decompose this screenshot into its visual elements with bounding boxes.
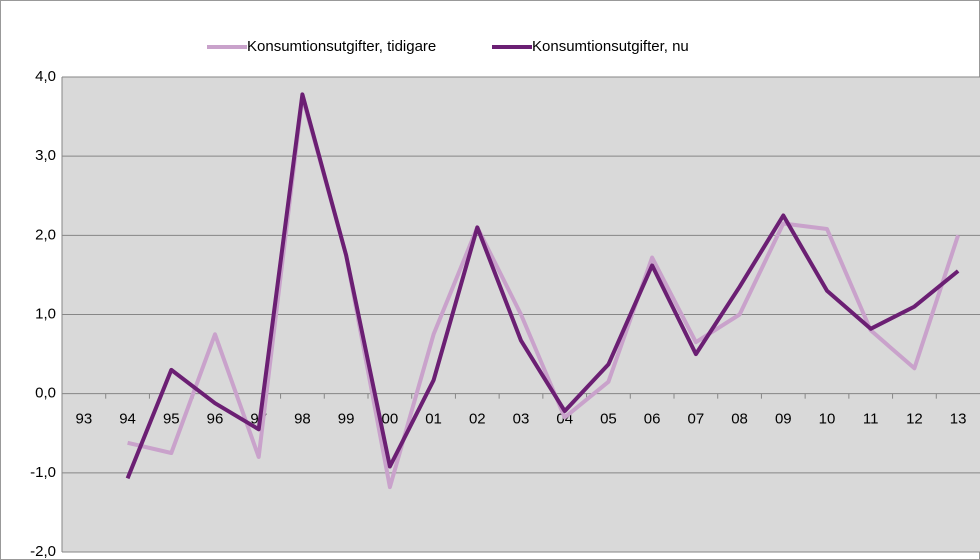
series-line (127, 94, 961, 490)
y-tick-label: 1,0 (35, 305, 56, 322)
x-tick-label: 95 (163, 411, 180, 428)
x-tick-label: 94 (119, 411, 136, 428)
x-tick-label: 01 (425, 411, 442, 428)
x-tick-label: 10 (819, 411, 836, 428)
x-tick-label: 05 (600, 411, 617, 428)
y-tick-label: 2,0 (35, 226, 56, 243)
legend-label: Konsumtionsutgifter, nu (532, 38, 689, 55)
y-tick-label: 3,0 (35, 147, 56, 164)
x-tick-label: 00 (382, 411, 399, 428)
x-tick-label: 06 (644, 411, 661, 428)
y-tick-label: 4,0 (35, 68, 56, 85)
x-tick-label: 09 (775, 411, 792, 428)
x-tick-label: 07 (688, 411, 705, 428)
series-line (125, 92, 960, 480)
x-tick-label: 08 (731, 411, 748, 428)
x-tick-label: 11 (863, 411, 879, 428)
y-tick-label: -1,0 (30, 464, 56, 481)
x-tick-label: 96 (207, 411, 224, 428)
y-tick-label: 0,0 (35, 385, 56, 402)
x-tick-label: 02 (469, 411, 486, 428)
legend-label: Konsumtionsutgifter, tidigare (247, 38, 436, 55)
x-tick-label: 98 (294, 411, 311, 428)
x-tick-label: 93 (76, 411, 93, 428)
x-tick-label: 12 (906, 411, 923, 428)
x-tick-label: 03 (513, 411, 530, 428)
x-tick-label: 99 (338, 411, 355, 428)
x-tick-label: 13 (950, 411, 967, 428)
y-tick-label: -2,0 (30, 543, 56, 560)
